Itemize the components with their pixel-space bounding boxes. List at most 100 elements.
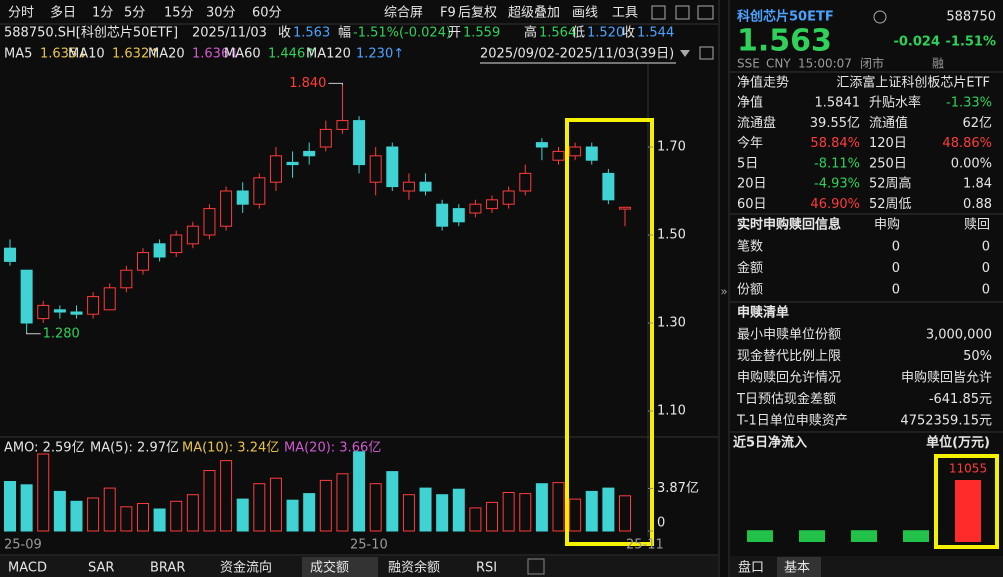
ma-value: 1.632↑ — [112, 47, 160, 62]
info-icon[interactable] — [873, 10, 887, 24]
ma-name: MA60 — [224, 47, 261, 62]
indicator-tab[interactable]: SAR — [88, 561, 114, 576]
period-tab[interactable]: 分时 — [8, 6, 34, 21]
row-value: 50% — [963, 349, 992, 364]
add-tab[interactable] — [527, 558, 545, 575]
volume-bar — [4, 481, 16, 532]
y-tick-label: 1.70 — [657, 140, 686, 155]
row-label: 申购赎回允许情况 — [737, 370, 841, 386]
last-price: 1.563 — [737, 24, 832, 59]
y-tick-label: 1.50 — [657, 228, 686, 243]
row-label: 金额 — [737, 260, 763, 276]
candle-body — [369, 155, 382, 183]
x-axis-label: 25-09 — [4, 538, 42, 553]
dropdown-arrow[interactable] — [680, 50, 690, 57]
row-value: 0 — [982, 283, 990, 298]
indicator-tab[interactable]: 资金流向 — [220, 560, 272, 576]
section-title: 申赎清单 — [737, 305, 789, 321]
candle-body — [37, 304, 50, 320]
wp-icon[interactable] — [697, 5, 714, 20]
help-icon[interactable] — [699, 46, 714, 60]
indicator-tab[interactable]: 融资余额 — [388, 560, 440, 576]
stat-value: 0.00% — [951, 156, 992, 171]
stat-label: 60日 — [737, 197, 767, 212]
high-pointer — [328, 82, 343, 86]
candle-body — [103, 287, 116, 311]
stat-value: -1.33% — [946, 96, 992, 111]
panel-tab[interactable]: 盘口 — [738, 560, 764, 576]
candle-body — [319, 128, 332, 148]
tool-button[interactable]: 综合屏 — [384, 6, 423, 21]
candle-body — [386, 146, 399, 188]
candle-body — [436, 203, 449, 227]
volume-bar — [369, 483, 382, 532]
info-label: 收 — [622, 26, 635, 41]
ma-value: 1.446↑ — [268, 47, 316, 62]
settings-icon[interactable] — [651, 5, 666, 20]
candle-body — [303, 150, 316, 157]
row-value: 0 — [892, 261, 900, 276]
indicator-tab[interactable]: RSI — [476, 561, 497, 576]
ma-name: MA120 — [306, 47, 351, 62]
candle-body — [585, 146, 598, 161]
ma-value: 1.636↓ — [192, 47, 240, 62]
price-change-pct: -1.51% — [946, 35, 997, 50]
indicator-tab[interactable]: 成交额 — [310, 560, 349, 576]
inflow-bar — [747, 530, 773, 542]
date-range[interactable]: 2025/09/02-2025/11/03(39日) — [480, 47, 674, 62]
info-value: -1.51%(-0.024) — [353, 26, 451, 41]
info-label: 高 — [524, 25, 537, 41]
info-label: 幅 — [338, 26, 351, 41]
tool-button[interactable]: 超级叠加 — [508, 6, 560, 21]
ma-name: MA10 — [68, 47, 105, 62]
volume-bar — [186, 494, 199, 532]
tool-button[interactable]: 工具 — [612, 6, 638, 21]
tool-button[interactable]: 画线 — [572, 6, 598, 21]
candle-body — [619, 206, 631, 210]
window-icon[interactable] — [675, 5, 690, 20]
highlight-box — [565, 118, 654, 546]
volume-bar — [535, 483, 548, 532]
volume-bar — [569, 498, 582, 532]
volume-bar — [552, 482, 565, 532]
info-value: 1.520 — [587, 26, 624, 41]
ma-name: MA20 — [148, 47, 185, 62]
inflow-bar — [851, 530, 877, 542]
market-status: 闭市 — [860, 56, 884, 71]
period-tab[interactable]: 1分 — [92, 6, 113, 21]
period-tab[interactable]: 15分 — [164, 6, 194, 21]
volume-bar — [353, 451, 366, 532]
period-tab[interactable]: 多日 — [50, 5, 76, 21]
info-label: 收 — [278, 26, 291, 41]
tool-button[interactable]: 后复权 — [458, 5, 497, 21]
volume-bar — [87, 497, 100, 532]
period-tab[interactable]: 5分 — [124, 6, 145, 21]
row-value: 申购赎回皆允许 — [901, 370, 992, 386]
indicator-tab[interactable]: BRAR — [150, 561, 185, 576]
active-tab — [302, 557, 378, 577]
low-pointer — [26, 331, 41, 335]
indicator-tab[interactable]: MACD — [8, 561, 47, 576]
volume-bar — [136, 503, 149, 532]
candle-body — [336, 120, 349, 130]
volume-bar — [486, 501, 499, 532]
period-tab[interactable]: 60分 — [252, 6, 282, 21]
y-tick-label: 1.30 — [657, 316, 686, 331]
panel-tab[interactable]: 基本 — [784, 561, 810, 576]
y-tick-label: 0 — [657, 516, 665, 531]
currency: CNY — [766, 57, 791, 71]
tool-button[interactable]: F9 — [440, 6, 456, 21]
stat-value: 62亿 — [962, 116, 992, 131]
inflow-bar — [955, 480, 981, 542]
volume-bar — [20, 484, 33, 532]
candle-body — [203, 208, 216, 236]
volume-bar — [619, 495, 631, 532]
row-value: -641.85元 — [929, 392, 992, 407]
row-label: T-1日单位申赎资产 — [736, 414, 848, 429]
inflow-bar — [903, 530, 929, 542]
fund-name: 科创芯片50ETF — [737, 9, 834, 25]
collapse-arrow[interactable]: » — [720, 285, 727, 299]
stat-label: 5日 — [737, 156, 758, 171]
period-tab[interactable]: 30分 — [206, 6, 236, 21]
stat-value: 39.55亿 — [810, 116, 860, 131]
